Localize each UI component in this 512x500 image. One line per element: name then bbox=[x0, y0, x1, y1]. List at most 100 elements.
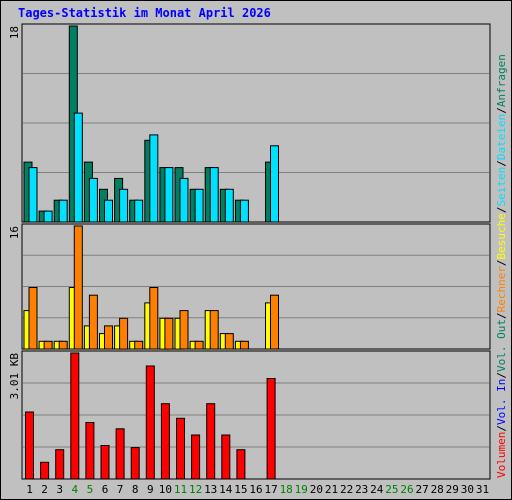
bar-volumen-day-12 bbox=[191, 434, 201, 480]
bar-rechner-day-10 bbox=[164, 317, 174, 350]
bar-dateien-day-14 bbox=[224, 188, 234, 223]
bar-dateien-day-13 bbox=[209, 167, 219, 223]
x-tick-label-day-2: 2 bbox=[41, 483, 48, 496]
bar-volumen-day-13 bbox=[206, 403, 216, 480]
bar-volumen-day-15 bbox=[236, 449, 246, 480]
bar-dateien-day-8 bbox=[134, 199, 144, 223]
x-tick-label-day-14: 14 bbox=[219, 483, 233, 496]
bar-dateien-day-3 bbox=[58, 199, 68, 223]
legend-item-rechner: Rechner bbox=[495, 266, 508, 313]
x-tick-label-day-11: 11 bbox=[174, 483, 187, 496]
x-tick-label-day-5: 5 bbox=[87, 483, 94, 496]
bar-rechner-day-13 bbox=[209, 310, 219, 350]
bar-dateien-day-11 bbox=[179, 177, 189, 223]
legend-separator: / bbox=[495, 107, 508, 114]
bar-volumen-day-10 bbox=[160, 403, 170, 480]
x-tick-label-day-12: 12 bbox=[189, 483, 202, 496]
legend-item-volumen: Volumen bbox=[495, 432, 508, 478]
x-tick-label-day-30: 30 bbox=[461, 483, 474, 496]
legend-separator: / bbox=[495, 372, 508, 379]
bar-rechner-day-5 bbox=[88, 294, 98, 350]
x-tick-label-day-19: 19 bbox=[295, 483, 308, 496]
bar-rechner-day-9 bbox=[149, 287, 159, 350]
x-tick-label-day-27: 27 bbox=[415, 483, 428, 496]
bar-rechner-day-12 bbox=[194, 340, 204, 350]
x-tick-label-day-3: 3 bbox=[56, 483, 63, 496]
bar-volumen-day-6 bbox=[100, 445, 110, 480]
x-tick-label-day-22: 22 bbox=[340, 483, 353, 496]
x-tick-labels: 1 2 3 4 5 6 7 8 9 10 11 12 13 14 15 16 17 18 19 20 21 22 23 24 2… bbox=[26, 483, 489, 496]
panels-group: 18 16 3.01 KB bbox=[8, 23, 491, 480]
bar-dateien-day-9 bbox=[149, 134, 159, 223]
bar-dateien-day-1 bbox=[28, 167, 38, 223]
panel-hits: 18 bbox=[8, 23, 491, 223]
bar-dateien-day-15 bbox=[239, 199, 249, 223]
x-tick-label-day-16: 16 bbox=[249, 483, 262, 496]
x-tick-label-day-15: 15 bbox=[234, 483, 247, 496]
bar-volumen-day-8 bbox=[130, 447, 140, 480]
bar-rechner-day-3 bbox=[58, 340, 68, 350]
x-tick-label-day-8: 8 bbox=[132, 483, 139, 496]
x-tick-label-day-25: 25 bbox=[385, 483, 398, 496]
bar-dateien-day-6 bbox=[104, 199, 113, 223]
x-tick-label-day-28: 28 bbox=[431, 483, 444, 496]
legend-item-vol_out: Vol. Out bbox=[495, 319, 508, 372]
legend-item-vol_in: Vol. In bbox=[495, 379, 508, 425]
panel-volume-ymax-label: 3.01 KB bbox=[8, 353, 21, 400]
legend-item-anfragen: Anfragen bbox=[495, 54, 508, 107]
bar-volumen-day-5 bbox=[85, 422, 95, 480]
bar-rechner-day-7 bbox=[119, 317, 129, 350]
x-tick-label-day-1: 1 bbox=[26, 483, 33, 496]
panel-volume: 3.01 KB bbox=[8, 350, 491, 480]
bar-rechner-day-2 bbox=[43, 340, 53, 350]
bar-rechner-day-4 bbox=[73, 225, 83, 350]
bar-volumen-day-3 bbox=[55, 449, 65, 480]
legend-separator: / bbox=[495, 160, 508, 167]
x-tick-label-day-23: 23 bbox=[355, 483, 368, 496]
x-tick-label-day-20: 20 bbox=[310, 483, 323, 496]
bar-rechner-day-8 bbox=[134, 340, 144, 350]
bar-rechner-day-14 bbox=[224, 333, 234, 350]
panel-visits-ymax-label: 16 bbox=[8, 226, 21, 239]
bar-rechner-day-6 bbox=[104, 325, 113, 350]
bar-dateien-day-17 bbox=[270, 145, 279, 223]
legend-item-dateien: Dateien bbox=[495, 114, 508, 160]
bar-volumen-day-17 bbox=[266, 378, 276, 480]
legend-separator: / bbox=[495, 425, 508, 432]
bar-dateien-day-10 bbox=[164, 167, 174, 223]
legend-separator: / bbox=[495, 259, 508, 266]
x-tick-label-day-4: 4 bbox=[71, 483, 78, 496]
panel-visits: 16 bbox=[8, 223, 491, 350]
legend-text: Volumen/Vol. In/Vol. Out/Rechner/Besuche… bbox=[495, 54, 508, 478]
x-tick-label-day-6: 6 bbox=[102, 483, 109, 496]
panel-hits-ymax-label: 18 bbox=[8, 26, 21, 39]
x-tick-label-day-31: 31 bbox=[476, 483, 489, 496]
bar-rechner-day-15 bbox=[239, 340, 249, 350]
bar-volumen-day-9 bbox=[145, 365, 155, 480]
x-tick-label-day-18: 18 bbox=[280, 483, 293, 496]
x-tick-label-day-7: 7 bbox=[117, 483, 124, 496]
bar-volumen-day-7 bbox=[115, 428, 125, 480]
chart-title: Tages-Statistik im Monat April 2026 bbox=[18, 6, 271, 20]
legend: Volumen/Vol. In/Vol. Out/Rechner/Besuche… bbox=[495, 54, 508, 478]
bar-dateien-day-5 bbox=[88, 177, 98, 223]
legend-item-seiten: Seiten bbox=[495, 167, 508, 207]
x-tick-label-day-13: 13 bbox=[204, 483, 217, 496]
bar-dateien-day-12 bbox=[194, 188, 204, 223]
bar-dateien-day-2 bbox=[43, 210, 53, 223]
x-tick-label-day-29: 29 bbox=[446, 483, 459, 496]
bar-dateien-day-4 bbox=[73, 112, 83, 223]
bar-volumen-day-2 bbox=[40, 461, 50, 480]
bar-dateien-day-7 bbox=[119, 188, 129, 223]
bar-volumen-day-11 bbox=[176, 417, 185, 480]
x-tick-label-day-21: 21 bbox=[325, 483, 338, 496]
x-tick-label-day-26: 26 bbox=[400, 483, 413, 496]
legend-separator: / bbox=[495, 312, 508, 319]
x-tick-label-day-9: 9 bbox=[147, 483, 154, 496]
bar-rechner-day-1 bbox=[28, 287, 38, 350]
bar-volumen-day-4 bbox=[70, 352, 80, 480]
bar-rechner-day-17 bbox=[270, 294, 279, 350]
bar-volumen-day-14 bbox=[221, 434, 231, 480]
